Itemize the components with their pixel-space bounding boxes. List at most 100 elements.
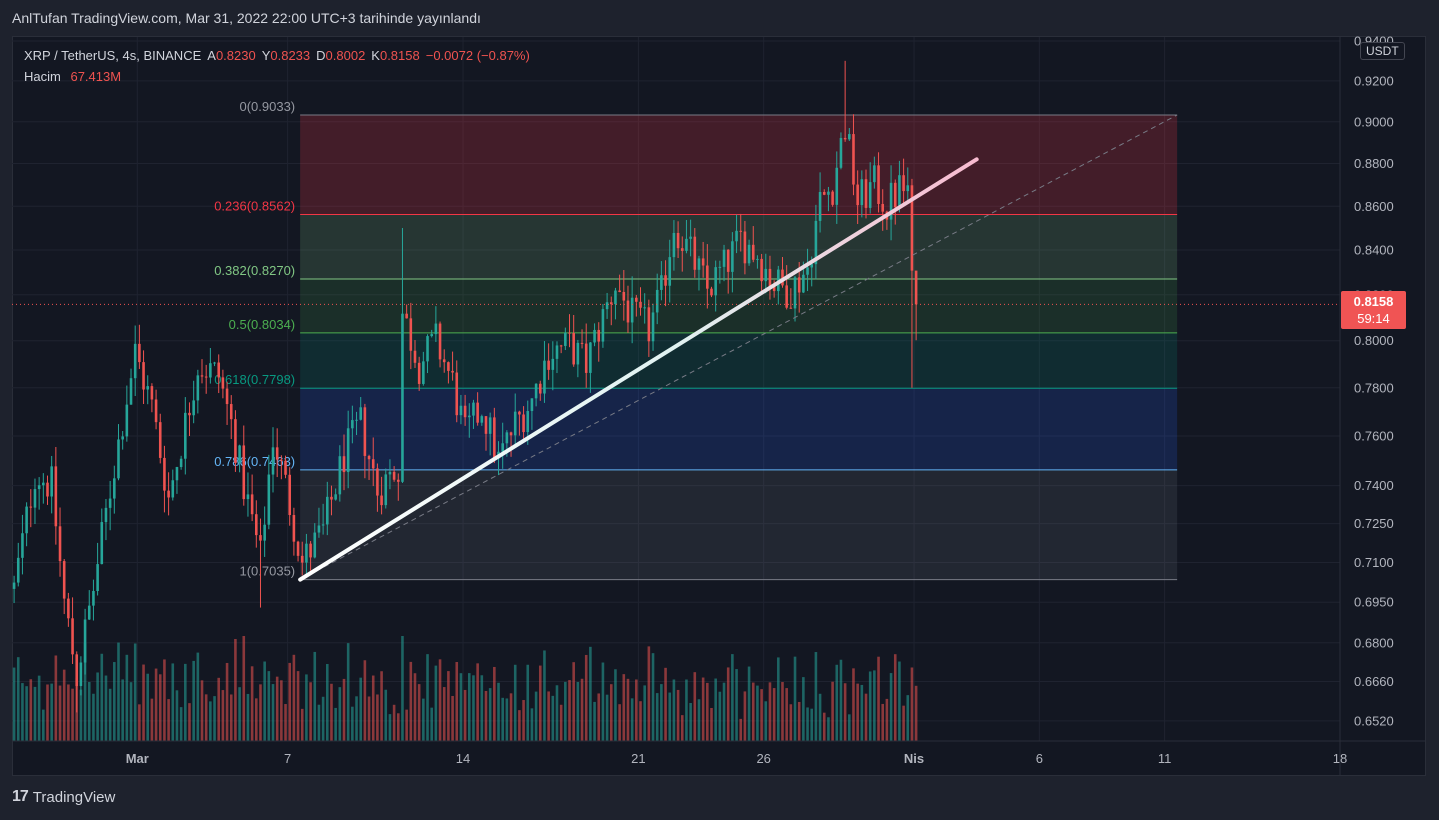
candle-body bbox=[113, 478, 116, 499]
volume-bar bbox=[513, 664, 517, 741]
candle-body bbox=[104, 507, 108, 523]
x-tick-label: 21 bbox=[631, 751, 645, 766]
volume-bar bbox=[593, 701, 596, 741]
volume-bar bbox=[848, 714, 851, 741]
volume-bar bbox=[743, 691, 747, 741]
volume-bars bbox=[12, 636, 918, 741]
volume-bar bbox=[246, 693, 250, 741]
volume-bar bbox=[422, 698, 425, 741]
candle-body bbox=[593, 329, 596, 343]
volume-bar bbox=[526, 664, 530, 741]
y-tick-label: 0.8600 bbox=[1354, 199, 1394, 214]
y-tick-label: 0.6660 bbox=[1354, 674, 1394, 689]
candle-body bbox=[789, 307, 793, 309]
volume-bar bbox=[902, 705, 905, 741]
bar-countdown: 59:14 bbox=[1357, 311, 1390, 326]
candle-body bbox=[868, 182, 872, 208]
candle-body bbox=[87, 605, 91, 620]
volume-bar bbox=[576, 681, 580, 741]
volume-bar bbox=[726, 667, 730, 741]
candle-body bbox=[472, 402, 475, 416]
volume-bar bbox=[697, 699, 701, 741]
volume-bar bbox=[213, 696, 216, 741]
candle-body bbox=[689, 236, 692, 239]
volume-bar bbox=[426, 654, 429, 741]
candle-body bbox=[363, 407, 367, 456]
volume-bar bbox=[827, 717, 830, 741]
candle-body bbox=[426, 336, 429, 362]
candle-body bbox=[405, 313, 408, 319]
volume-bar bbox=[522, 700, 525, 741]
candle-body bbox=[513, 411, 517, 436]
volume-bar bbox=[889, 673, 893, 741]
y-tick-label: 0.6800 bbox=[1354, 635, 1394, 650]
volume-bar bbox=[351, 706, 354, 741]
open-value: 0.8230 bbox=[215, 48, 256, 63]
support-trendline[interactable] bbox=[298, 157, 979, 582]
volume-bar bbox=[564, 681, 567, 741]
candle-body bbox=[163, 457, 166, 491]
volume-label[interactable]: Hacim bbox=[24, 69, 61, 84]
candle-body bbox=[580, 342, 584, 344]
volume-bar bbox=[87, 682, 91, 741]
candle-body bbox=[221, 377, 225, 389]
candle-body bbox=[898, 175, 901, 208]
volume-bar bbox=[217, 677, 221, 741]
volume-bar bbox=[689, 702, 692, 741]
candle-body bbox=[75, 654, 79, 687]
volume-bar bbox=[167, 699, 170, 741]
candle-body bbox=[434, 323, 438, 335]
candle-body bbox=[54, 466, 58, 527]
candle-body bbox=[209, 363, 212, 378]
symbol-label[interactable]: XRP / TetherUS, 4s, BINANCE bbox=[24, 48, 202, 63]
volume-bar bbox=[839, 659, 843, 741]
volume-bar bbox=[175, 690, 179, 741]
currency-badge[interactable]: USDT bbox=[1360, 42, 1405, 60]
axes: 0.94000.92000.90000.88000.86000.84000.82… bbox=[12, 33, 1425, 775]
close-label: K bbox=[371, 48, 380, 63]
candle-body bbox=[413, 350, 417, 363]
tradingview-logo[interactable]: 17 TradingView bbox=[12, 788, 115, 806]
candle-body bbox=[175, 467, 179, 481]
candle-body bbox=[543, 360, 546, 394]
volume-bar bbox=[50, 683, 53, 741]
volume-bar bbox=[864, 693, 868, 741]
candle-body bbox=[630, 297, 634, 323]
candle-body bbox=[321, 524, 325, 526]
volume-bar bbox=[79, 689, 83, 741]
volume-bar bbox=[530, 708, 534, 741]
volume-bar bbox=[138, 704, 141, 741]
volume-bar bbox=[288, 662, 292, 741]
fib-level-label: 0(0.9033) bbox=[239, 99, 295, 114]
candle-body bbox=[438, 323, 442, 360]
volume-bar bbox=[818, 693, 822, 741]
candle-body bbox=[668, 257, 672, 286]
volume-bar bbox=[476, 663, 479, 741]
volume-bar bbox=[54, 655, 58, 741]
volume-bar bbox=[789, 704, 793, 741]
volume-bar bbox=[280, 680, 283, 741]
volume-bar bbox=[472, 675, 475, 741]
volume-bar bbox=[685, 679, 688, 741]
volume-bar bbox=[910, 667, 914, 741]
volume-bar bbox=[67, 684, 70, 741]
volume-bar bbox=[25, 686, 28, 741]
candle-body bbox=[422, 361, 425, 384]
candle-body bbox=[171, 480, 175, 498]
volume-bar bbox=[129, 682, 133, 741]
candle-body bbox=[589, 342, 592, 373]
candle-body bbox=[242, 445, 246, 500]
volume-bar bbox=[635, 679, 638, 741]
candle-body bbox=[568, 332, 571, 334]
volume-bar bbox=[200, 680, 204, 741]
chart-pane[interactable] bbox=[12, 36, 1426, 776]
candle-body bbox=[204, 376, 208, 378]
candle-body bbox=[138, 343, 141, 363]
volume-bar bbox=[363, 660, 367, 741]
candle-body bbox=[292, 515, 296, 542]
candle-body bbox=[852, 134, 855, 185]
candle-body bbox=[572, 333, 575, 365]
volume-bar bbox=[647, 646, 651, 741]
candle-body bbox=[555, 345, 559, 359]
